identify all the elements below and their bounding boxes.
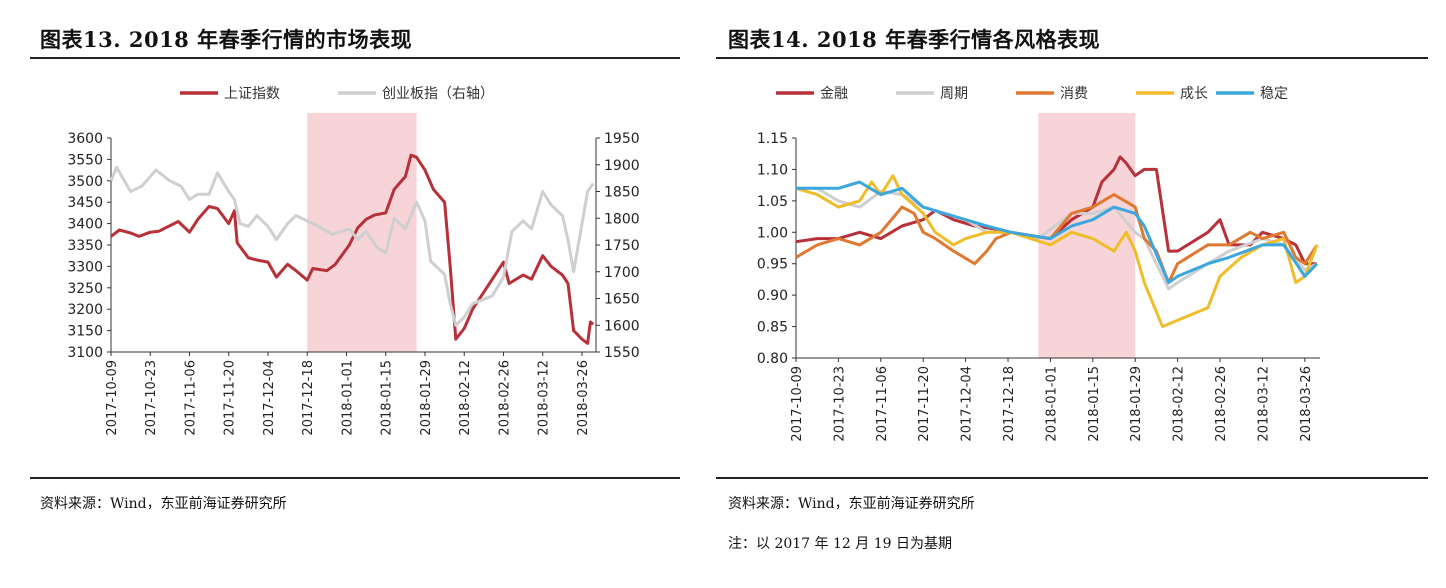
y-tick-label: 0.90	[757, 288, 788, 304]
x-tick-label: 2017-12-04	[262, 360, 277, 436]
x-tick-label: 2017-12-18	[1002, 366, 1017, 442]
legend-label: 成长	[1180, 86, 1208, 102]
legend-label: 周期	[940, 86, 968, 102]
x-tick-label: 2018-01-29	[1129, 366, 1144, 442]
x-tick-label: 2017-12-04	[960, 366, 975, 442]
x-tick-label: 2018-02-26	[1214, 366, 1229, 442]
y2-tick-label: 1600	[604, 318, 640, 334]
style-performance-chart: 0.80 0.85 0.90 0.95 1.00 1.05 1.10 1.15 2017-10-…	[757, 86, 1320, 442]
series-line-3	[795, 193, 1319, 285]
legend-label: 创业板指（右轴）	[382, 86, 494, 102]
x-tick-label: 2018-02-26	[497, 360, 512, 436]
x-tick-label: 2018-03-12	[1256, 366, 1271, 442]
source-note: 资料来源：Wind，东亚前海证券研究所	[728, 496, 975, 512]
y2-tick-label: 1700	[604, 265, 640, 281]
x-tick-label: 2018-03-12	[537, 360, 552, 436]
x-tick-label: 2018-01-01	[340, 360, 355, 436]
y-tick-label: 1.05	[757, 194, 788, 210]
y2-tick-label: 1950	[604, 131, 640, 147]
x-tick-label: 2018-01-01	[1044, 366, 1059, 442]
y-tick-label: 1.15	[757, 131, 788, 147]
title-rule	[30, 57, 680, 59]
y-tick-label: 3550	[67, 152, 103, 168]
y-tick-label: 0.85	[757, 320, 788, 336]
y2-tick-label: 1850	[604, 185, 640, 201]
figure-title: 图表13. 2018 年春季行情的市场表现	[40, 27, 413, 52]
market-performance-chart: 3100 3150 3200 3250 3300 3350 3400 3450 3500 3550…	[67, 86, 640, 436]
bottom-rule	[716, 477, 1428, 479]
y-tick-label: 1.00	[757, 225, 788, 241]
y-tick-label: 3250	[67, 281, 103, 297]
x-tick-label: 2018-01-15	[1087, 366, 1102, 442]
y2-tick-label: 1900	[604, 158, 640, 174]
title-rule	[716, 57, 1428, 59]
base-period-note: 注：以 2017 年 12 月 19 日为基期	[728, 536, 952, 552]
x-tick-label: 2017-12-18	[301, 360, 316, 436]
legend-label: 金融	[820, 86, 848, 102]
y-tick-label: 3350	[67, 238, 103, 254]
x-tick-label: 2018-03-26	[1299, 366, 1314, 442]
series-line-2	[109, 165, 595, 327]
x-tick-label: 2018-03-26	[576, 360, 591, 436]
x-tick-label: 2018-01-29	[419, 360, 434, 436]
y2-tick-label: 1550	[604, 345, 640, 361]
x-tick-label: 2017-11-06	[875, 366, 890, 442]
x-tick-label: 2017-10-09	[105, 360, 120, 436]
y-tick-label: 0.95	[757, 257, 788, 273]
y2-tick-label: 1800	[604, 211, 640, 227]
series-line-5	[796, 180, 1319, 285]
legend-label: 消费	[1060, 86, 1088, 102]
x-tick-label: 2017-11-20	[223, 360, 238, 436]
x-tick-label: 2018-02-12	[458, 360, 473, 436]
figure-14-panel: 图表14. 2018 年春季行情各风格表现 0.80 0.85 0.90 0.95 1.…	[708, 0, 1428, 588]
x-tick-label: 2018-01-15	[380, 360, 395, 436]
y2-tick-label: 1650	[604, 292, 640, 308]
x-tick-label: 2018-02-12	[1172, 366, 1187, 442]
bottom-rule	[30, 477, 680, 479]
x-tick-label: 2017-11-06	[183, 360, 198, 436]
y-tick-label: 3200	[67, 302, 103, 318]
x-tick-label: 2017-10-23	[832, 366, 847, 442]
y-tick-label: 3150	[67, 324, 103, 340]
y-tick-label: 3450	[67, 195, 103, 211]
figure-title: 图表14. 2018 年春季行情各风格表现	[728, 27, 1101, 52]
y-tick-label: 1.10	[757, 162, 788, 178]
y-tick-label: 3500	[67, 174, 103, 190]
legend-label: 上证指数	[224, 86, 280, 102]
y-tick-label: 3400	[67, 217, 103, 233]
highlight-band	[307, 113, 417, 352]
y-tick-label: 0.80	[757, 351, 788, 367]
source-note: 资料来源：Wind，东亚前海证券研究所	[40, 496, 287, 512]
x-tick-label: 2017-10-09	[790, 366, 805, 442]
y-tick-label: 3100	[67, 345, 103, 361]
y-tick-label: 3300	[67, 259, 103, 275]
legend-label: 稳定	[1260, 86, 1288, 102]
y2-tick-label: 1750	[604, 238, 640, 254]
series-line-1	[795, 155, 1317, 266]
figure-13-panel: 图表13. 2018 年春季行情的市场表现 3100 3150 3200 3250 33…	[0, 0, 700, 588]
x-tick-label: 2017-11-20	[917, 366, 932, 442]
series-line-1	[110, 153, 595, 345]
x-tick-label: 2017-10-23	[144, 360, 159, 436]
y-tick-label: 3600	[67, 131, 103, 147]
